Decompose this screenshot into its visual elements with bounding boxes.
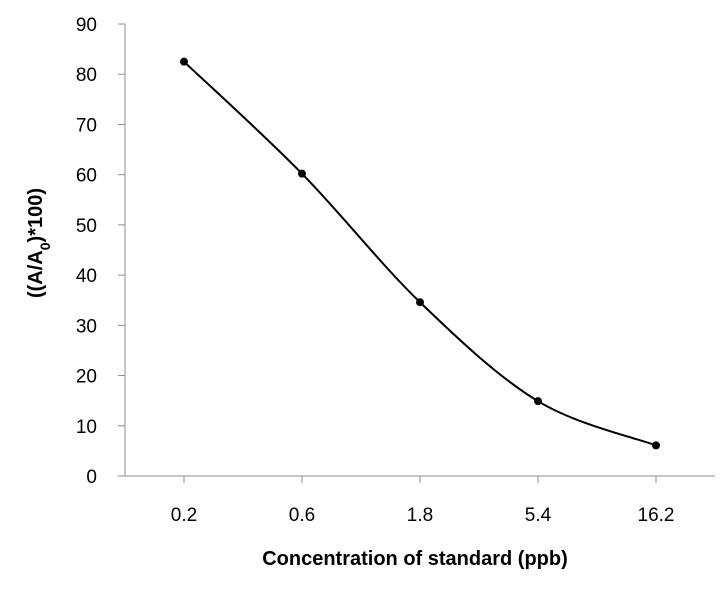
x-tick-label: 5.4 [525, 505, 552, 526]
y-axis-title: ((A/A0)*100) [25, 188, 53, 298]
x-axis-title: Concentration of standard (ppb) [262, 548, 568, 570]
x-tick-label: 1.8 [407, 505, 433, 526]
y-tick-label: 10 [76, 417, 97, 438]
series-line [183, 60, 657, 447]
y-tick-label: 60 [76, 166, 97, 187]
data-point [298, 169, 306, 178]
data-point [652, 441, 660, 450]
y-tick-label: 80 [76, 65, 97, 86]
data-point [180, 57, 188, 66]
y-tick-label: 0 [86, 467, 97, 488]
x-tick-label: 0.2 [171, 505, 197, 526]
y-axis-ticks: 0 10 20 30 40 50 60 70 80 90 [76, 15, 125, 488]
y-tick-label: 20 [76, 367, 97, 388]
x-axis-ticks: 0.2 0.6 1.8 5.4 16.2 [171, 476, 675, 526]
y-tick-label: 40 [76, 266, 97, 287]
y-tick-label: 90 [76, 15, 97, 36]
y-axis-title-subscript: 0 [37, 242, 53, 250]
x-tick-label: 0.6 [289, 505, 315, 526]
y-tick-label: 30 [76, 316, 97, 337]
y-axis-title-suffix: )*100) [25, 188, 47, 242]
data-points [180, 57, 660, 450]
y-tick-label: 50 [76, 216, 97, 237]
x-tick-label: 16.2 [638, 505, 675, 526]
y-axis-title-prefix: ((A/A [25, 250, 47, 298]
data-point [534, 397, 542, 406]
data-point [416, 298, 424, 307]
y-tick-label: 70 [76, 115, 97, 136]
